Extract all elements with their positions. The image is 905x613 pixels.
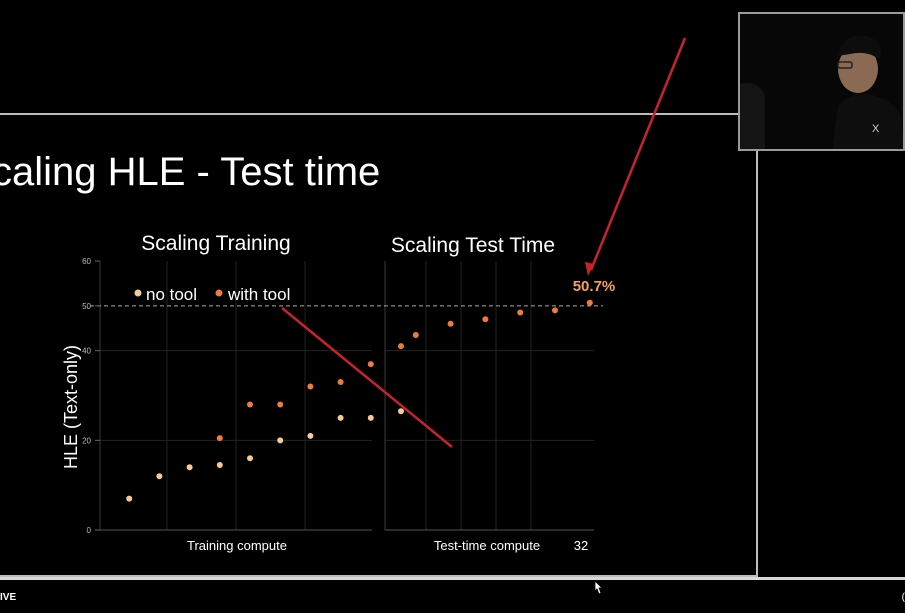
slide-frame [0, 113, 758, 577]
point-with-tool [552, 307, 558, 314]
point-no-tool [186, 464, 193, 471]
panel-title-scaling-training: Scaling Training [141, 232, 290, 255]
point-no-tool [367, 414, 374, 421]
point-no-tool [307, 432, 314, 439]
y-axis-label: HLE (Text-only) [61, 345, 81, 469]
point-no-tool [337, 414, 344, 421]
point-with-tool [247, 401, 253, 408]
x-axis-label-test-time: Test-time compute [434, 538, 540, 553]
y-tick-label-60: 60 [82, 257, 91, 266]
point-no-tool [247, 455, 253, 462]
svg-text:X: X [872, 123, 880, 135]
point-no-tool [398, 408, 404, 415]
y-tick-label-20: 20 [82, 436, 91, 445]
point-with-tool [337, 379, 344, 386]
point-with-tool [216, 435, 223, 442]
point-with-tool [277, 401, 284, 408]
legend-label-with-tool: with tool [227, 285, 290, 304]
legend-label-no-tool: no tool [146, 285, 197, 304]
point-with-tool [307, 383, 314, 390]
point-no-tool [216, 461, 223, 468]
point-with-tool [447, 320, 454, 327]
y-tick-label-40: 40 [82, 347, 91, 356]
red-annotation-arrowhead [585, 262, 594, 276]
red-annotation-arrow-line [589, 37, 687, 271]
point-no-tool [156, 473, 163, 480]
y-tick-label-0: 0 [87, 526, 92, 535]
point-with-tool [367, 361, 374, 368]
webcam-overlay: X [738, 12, 905, 151]
red-annotation-slash-line [281, 307, 453, 448]
point-with-tool [586, 299, 593, 306]
x-axis-label-training: Training compute [187, 538, 287, 553]
grid [100, 261, 594, 530]
legend: no tool with tool [134, 285, 290, 304]
point-with-tool [482, 316, 489, 323]
y-tick-label-50: 50 [82, 302, 91, 311]
data-points [126, 299, 593, 502]
bottom-divider [0, 577, 905, 580]
point-with-tool [398, 343, 404, 350]
edge-label: ( [901, 592, 905, 603]
point-no-tool [126, 495, 133, 502]
y-ticks: 0 20 40 50 60 [82, 257, 100, 535]
mouse-cursor-icon [594, 580, 603, 595]
x-tick-label-32: 32 [574, 538, 588, 553]
point-no-tool [277, 437, 284, 444]
value-annotation-50-7: 50.7% [573, 278, 616, 295]
slide-title: caling HLE - Test time [0, 150, 381, 194]
live-label: IVE [0, 592, 17, 603]
point-with-tool [517, 309, 524, 316]
legend-swatch-with-tool [215, 289, 223, 297]
presenter-video-icon: X [740, 14, 903, 149]
point-with-tool [412, 331, 419, 338]
legend-swatch-no-tool [134, 289, 142, 297]
panel-title-scaling-test-time: Scaling Test Time [391, 234, 555, 257]
